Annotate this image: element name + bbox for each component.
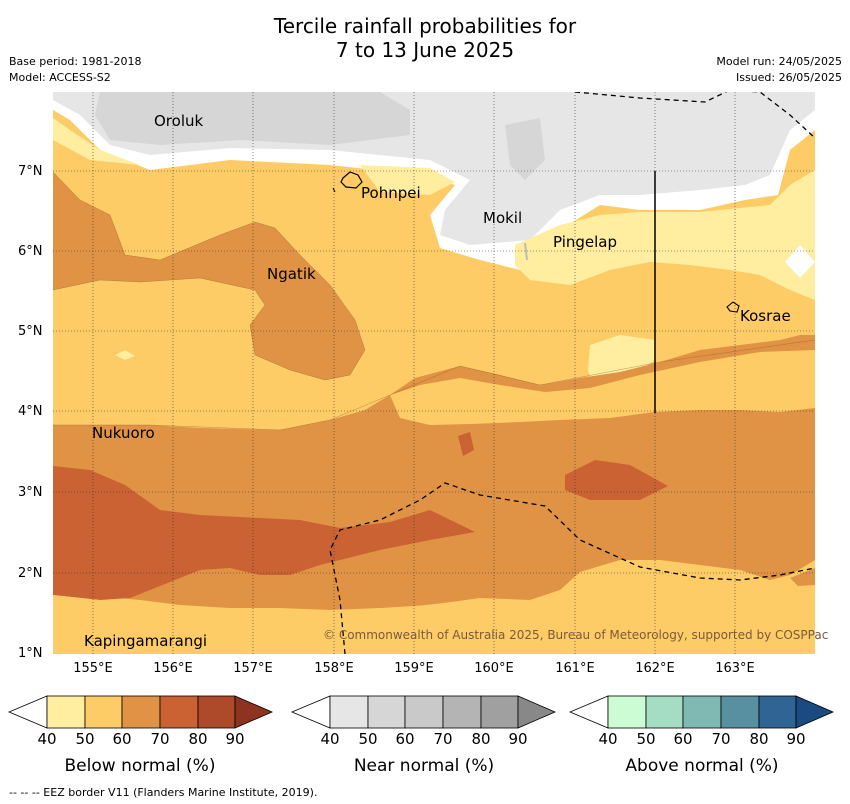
below-tick-80: 80 [188, 730, 208, 748]
metadata-right: Model run: 24/05/2025 Issued: 26/05/2025 [716, 54, 842, 86]
lon-label-160: 160°E [474, 661, 514, 676]
field-below-60-70-se [790, 568, 815, 586]
lat-label-6: 6°N [18, 244, 43, 259]
kosrae-island [726, 301, 740, 313]
colorbar-above-bin-1 [607, 695, 647, 729]
place-mokil: Mokil [483, 209, 523, 227]
pohnpei-islet [332, 187, 336, 193]
colorbar-near-max [517, 695, 557, 729]
field-white-b [785, 245, 815, 278]
contour-lines [53, 171, 815, 431]
above-tick-80: 80 [749, 730, 769, 748]
lat-label-1: 1°N [18, 646, 43, 661]
place-pohnpei: Pohnpei [361, 184, 421, 202]
lon-label-161: 161°E [555, 661, 595, 676]
colorbar-above-bin-4 [720, 695, 760, 729]
place-kosrae: Kosrae [740, 307, 791, 325]
field-below-50-60-interior [390, 350, 815, 425]
colorbar-above [568, 695, 835, 729]
above-tick-90: 90 [786, 730, 806, 748]
lat-label-5: 5°N [18, 324, 43, 339]
lon-label-155: 155°E [73, 661, 113, 676]
model-name: Model: ACCESS-S2 [9, 71, 111, 84]
field-below-40-50-b [53, 118, 140, 165]
colorbar-above-bin-3 [682, 695, 722, 729]
pohnpei-island [340, 171, 363, 189]
colorbar-near-bin-4 [442, 695, 482, 729]
below-tick-60: 60 [112, 730, 132, 748]
colorbar-below-bin-1 [46, 695, 86, 729]
title-line-2: 7 to 13 June 2025 [335, 38, 515, 62]
probability-fields [53, 92, 815, 654]
lon-label-157: 157°E [233, 661, 273, 676]
near-tick-50: 50 [358, 730, 378, 748]
above-tick-50: 50 [636, 730, 656, 748]
map-title: Tercile rainfall probabilities for 7 to … [0, 14, 850, 62]
colorbar-near-bin-1 [329, 695, 369, 729]
place-ngatik: Ngatik [267, 265, 316, 283]
below-tick-40: 40 [37, 730, 57, 748]
colorbar-below-bin-5 [197, 695, 236, 729]
below-tick-70: 70 [150, 730, 170, 748]
title-line-1: Tercile rainfall probabilities for [273, 14, 577, 38]
near-tick-80: 80 [471, 730, 491, 748]
below-tick-50: 50 [75, 730, 95, 748]
eez-footnote: -- -- -- EEZ border V11 (Flanders Marine… [9, 786, 318, 799]
lat-label-7: 7°N [18, 164, 43, 179]
above-tick-40: 40 [598, 730, 618, 748]
place-oroluk: Oroluk [154, 112, 204, 130]
lat-label-2: 2°N [18, 566, 43, 581]
place-nukuoro: Nukuoro [92, 424, 155, 442]
field-below-70-80-west [53, 466, 475, 600]
colorbar-near [290, 695, 557, 729]
above-tick-60: 60 [673, 730, 693, 748]
field-near-50-60-b [505, 118, 545, 180]
lat-label-3: 3°N [18, 485, 43, 500]
field-below-40-50-f [115, 350, 135, 360]
field-near-50-60 [95, 92, 410, 145]
field-below-60-70-north [53, 172, 365, 380]
colorbar-near-bin-5 [480, 695, 519, 729]
base-period: Base period: 1981-2018 [9, 55, 142, 68]
field-below-50-60-south [53, 565, 815, 654]
field-below-70-80-east [565, 460, 668, 500]
colorbar-near-bin-2 [367, 695, 406, 729]
field-below-40-50-c [360, 165, 455, 195]
near-tick-90: 90 [508, 730, 528, 748]
near-tick-60: 60 [395, 730, 415, 748]
issued-date: Issued: 26/05/2025 [735, 71, 842, 84]
above-tick-70: 70 [711, 730, 731, 748]
metadata-left: Base period: 1981-2018 Model: ACCESS-S2 [9, 54, 141, 86]
near-normal-label: Near normal (%) [353, 756, 495, 776]
colorbar-below-max [234, 695, 274, 729]
below-normal-label: Below normal (%) [64, 756, 216, 776]
lon-label-163: 163°E [715, 661, 755, 676]
lon-label-158: 158°E [314, 661, 354, 676]
field-below-70-80-spot [458, 432, 474, 456]
lon-label-162: 162°E [635, 661, 675, 676]
near-tick-70: 70 [433, 730, 453, 748]
eez-borders [329, 92, 815, 654]
colorbar-above-max [795, 695, 835, 729]
place-kapingamarangi: Kapingamarangi [84, 632, 208, 650]
copyright-notice: © Commonwealth of Australia 2025, Bureau… [323, 628, 829, 642]
mokil-marker [524, 242, 528, 261]
above-normal-label: Above normal (%) [625, 756, 779, 776]
field-below-40-50 [515, 170, 815, 300]
lat-label-4: 4°N [18, 404, 43, 419]
near-tick-40: 40 [320, 730, 340, 748]
place-pingelap: Pingelap [553, 233, 618, 251]
below-tick-90: 90 [225, 730, 245, 748]
colorbar-below [7, 695, 274, 729]
lon-label-159: 159°E [394, 661, 434, 676]
lon-label-156: 156°E [153, 661, 193, 676]
model-run: Model run: 24/05/2025 [716, 55, 842, 68]
